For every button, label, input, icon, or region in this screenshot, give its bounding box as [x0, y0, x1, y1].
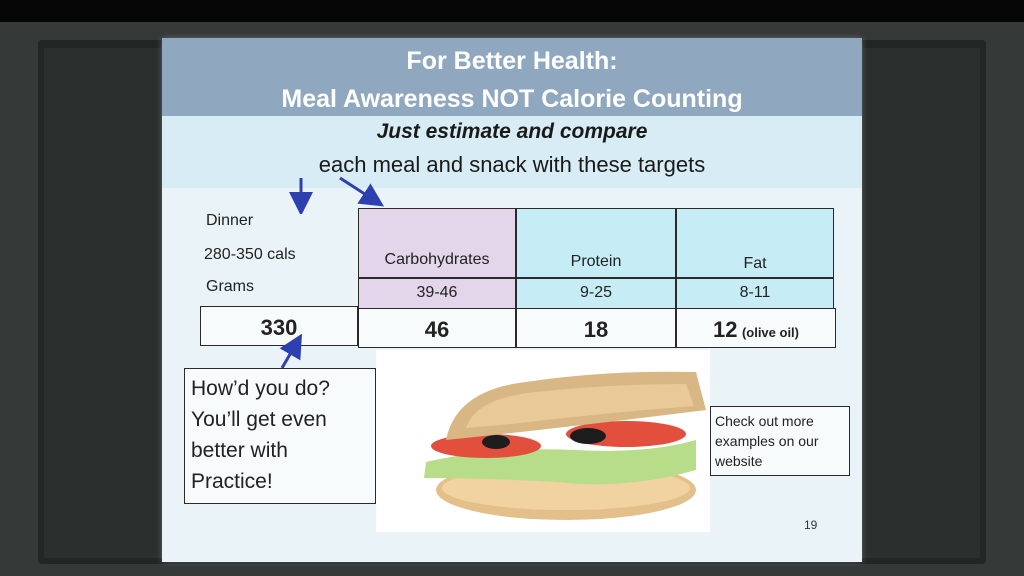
subtitle-italic: Just estimate and compare — [376, 120, 648, 143]
total-calories-actual: 330 — [200, 306, 358, 346]
down-arrow-icons — [289, 176, 385, 214]
fat-header: Fat — [676, 208, 834, 278]
carbohydrates-target: 39-46 — [358, 278, 516, 310]
calorie-label: 280-350 cals — [204, 246, 296, 263]
meal-label: Dinner — [206, 212, 254, 229]
subtitle: each meal and snack with these targets — [318, 152, 706, 177]
carbohydrates-header: Carbohydrates — [358, 208, 516, 278]
slide-title-line1: For Better Health: — [406, 47, 618, 75]
website-note: Check out more examples on our website — [710, 406, 850, 476]
feedback-prompt-box: How’d you do? You’ll get even better wit… — [184, 368, 376, 504]
title-band — [162, 38, 862, 116]
grams-label: Grams — [206, 278, 254, 295]
fat-target: 8-11 — [676, 278, 834, 310]
fat-actual: 12 — [713, 317, 738, 342]
protein-header: Protein — [516, 208, 676, 278]
carbohydrates-actual: 46 — [358, 308, 516, 348]
fat-actual-cell: 12 (olive oil) — [676, 308, 836, 348]
protein-target: 9-25 — [516, 278, 676, 310]
fat-note: (olive oil) — [741, 325, 799, 340]
sandwich-photo — [376, 350, 710, 532]
slide-title-line2: Meal Awareness NOT Calorie Counting — [281, 85, 743, 113]
video-top-bar — [0, 0, 1024, 22]
protein-actual: 18 — [516, 308, 676, 348]
presentation-slide: For Better Health: Meal Awareness NOT Ca… — [162, 38, 862, 562]
up-arrow-icon — [279, 334, 303, 369]
subtitle-band — [162, 116, 862, 188]
page-number: 19 — [804, 518, 818, 532]
